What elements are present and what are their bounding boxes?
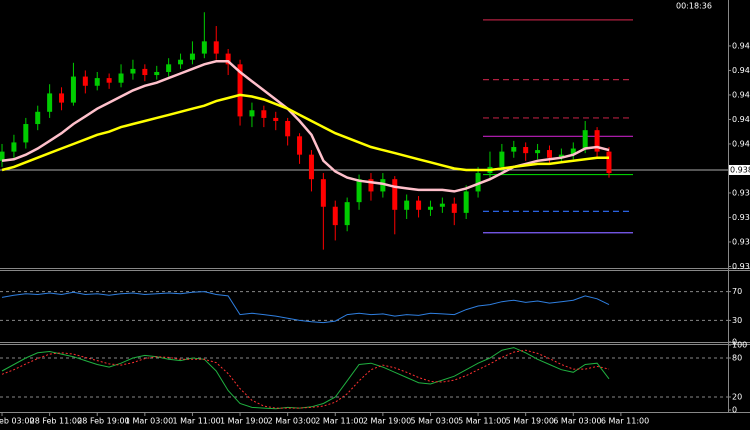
- candle-body: [11, 142, 17, 152]
- candle-body: [130, 68, 136, 74]
- candle-body: [70, 76, 76, 103]
- candle-body: [439, 203, 445, 207]
- candle-body: [189, 53, 195, 60]
- candle-body: [47, 93, 53, 112]
- candle-body: [237, 64, 243, 117]
- y-tick-label: 0.9339: [732, 237, 750, 246]
- candle-body: [59, 93, 65, 103]
- x-tick-label: 6 Mar 11:00: [601, 417, 649, 426]
- candle-body: [451, 203, 457, 213]
- candle-body: [380, 179, 386, 192]
- candle-body: [558, 154, 564, 158]
- candle-body: [535, 150, 541, 154]
- x-tick-label: 2 Mar 19:00: [363, 417, 411, 426]
- y-tick-label: 0.9323: [732, 262, 750, 271]
- candle-body: [297, 136, 303, 155]
- candle-body: [249, 110, 255, 117]
- candle-body: [201, 41, 207, 54]
- x-tick-label: 1 Mar 03:00: [125, 417, 173, 426]
- candle-body: [368, 179, 374, 192]
- x-tick-label: 28 Feb 19:00: [77, 417, 129, 426]
- x-tick-label: 1 Mar 19:00: [220, 417, 268, 426]
- candle-body: [499, 151, 505, 167]
- y-tick-label: 0.9467: [732, 41, 750, 50]
- candle-body: [320, 179, 326, 207]
- candle-body: [285, 120, 291, 137]
- x-tick-label: 5 Mar 19:00: [506, 417, 554, 426]
- candle-body: [142, 68, 148, 76]
- candle-body: [273, 117, 279, 121]
- candle-body: [0, 151, 5, 161]
- y-tick-label: 70: [732, 287, 742, 296]
- indicator-line: [1, 349, 610, 409]
- x-tick-label: 2 Mar 03:00: [268, 417, 316, 426]
- panel-borders: [0, 0, 750, 413]
- x-tick-label: 2 Mar 11:00: [315, 417, 363, 426]
- candle-body: [35, 111, 41, 125]
- candle-body: [166, 64, 172, 72]
- current-price-label: 0.9386: [730, 165, 750, 174]
- y-tick-label: 0.9451: [732, 66, 750, 75]
- candle-body: [475, 173, 481, 192]
- y-tick-label: 30: [732, 316, 742, 325]
- candle-body: [404, 200, 410, 210]
- y-tick-label: 0.9371: [732, 188, 750, 197]
- y-tick-label: 0: [732, 406, 737, 415]
- candle-body: [94, 78, 100, 86]
- y-tick-label: 0.9435: [732, 90, 750, 99]
- candle-body: [463, 191, 469, 213]
- candle-body: [546, 150, 552, 158]
- candle-body: [523, 147, 529, 154]
- x-tick-label: 5 Mar 11:00: [458, 417, 506, 426]
- candle-body: [594, 130, 600, 152]
- candle-body: [225, 53, 231, 65]
- candle-body: [344, 202, 350, 226]
- candle-body: [427, 206, 433, 210]
- candle-body: [392, 179, 398, 210]
- candle-body: [82, 76, 88, 86]
- candle-body: [261, 110, 267, 118]
- x-tick-label: 28 Feb 03:00: [0, 417, 35, 426]
- candle-body: [582, 130, 588, 149]
- x-tick-label: 5 Mar 03:00: [410, 417, 458, 426]
- y-tick-label: 0.9419: [732, 115, 750, 124]
- candle-body: [606, 151, 612, 174]
- y-tick-label: 80: [732, 354, 742, 363]
- candle-body: [106, 78, 112, 83]
- candle-body: [570, 148, 576, 155]
- candle-body: [511, 147, 517, 152]
- candle-body: [308, 154, 314, 180]
- candle-body: [178, 59, 184, 65]
- y-tick-label: 100: [732, 341, 747, 350]
- candle-body: [356, 179, 362, 203]
- x-tick-label: 6 Mar 03:00: [553, 417, 601, 426]
- moving-average: [1, 93, 609, 172]
- y-tick-label: 20: [732, 393, 742, 402]
- y-tick-label: 0: [732, 338, 737, 347]
- x-tick-label: 1 Mar 11:00: [172, 417, 220, 426]
- candle-body: [213, 41, 219, 54]
- candle-body: [23, 124, 29, 143]
- candle-body: [154, 71, 160, 76]
- y-tick-label: 0.9355: [732, 213, 750, 222]
- clock: 00:18:36: [676, 2, 712, 11]
- moving-average: [1, 60, 610, 193]
- candle-body: [118, 73, 124, 83]
- candle-body: [416, 200, 422, 210]
- y-tick-label: 0.9403: [732, 139, 750, 148]
- x-tick-label: 28 Feb 11:00: [30, 417, 82, 426]
- current-price-box: [729, 164, 750, 175]
- indicator-line: [1, 291, 610, 324]
- candle-body: [332, 206, 338, 226]
